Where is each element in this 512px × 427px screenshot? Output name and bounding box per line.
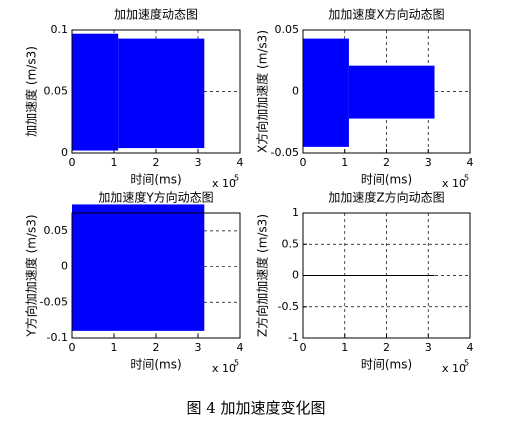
x-tick-label: 0 bbox=[300, 156, 307, 169]
axes-frame bbox=[71, 212, 241, 339]
x-axis-label: 时间(ms) bbox=[361, 358, 412, 372]
y-tick-label: 0.1 bbox=[51, 23, 69, 36]
x-axis-label: 时间(ms) bbox=[130, 358, 181, 372]
x-tick-label: 2 bbox=[383, 341, 390, 354]
y-tick-label: 0.5 bbox=[282, 237, 300, 250]
signal-band bbox=[72, 33, 119, 151]
y-tick-label: -0.05 bbox=[40, 295, 68, 308]
y-tick-label: -0.5 bbox=[278, 300, 299, 313]
axes-frame bbox=[302, 212, 471, 339]
axis-multiplier: x 10 bbox=[442, 177, 466, 190]
x-tick-label: 4 bbox=[467, 156, 474, 169]
axes-frame bbox=[302, 29, 471, 154]
x-tick-label: 2 bbox=[383, 156, 390, 169]
y-tick-label: 0.05 bbox=[275, 23, 300, 36]
x-tick-label: 1 bbox=[111, 156, 118, 169]
axis-exponent: 5 bbox=[234, 174, 239, 183]
y-tick-label: 0 bbox=[61, 146, 68, 159]
x-tick-label: 1 bbox=[111, 341, 118, 354]
y-tick-label: 0.05 bbox=[44, 224, 69, 237]
x-tick-label: 0 bbox=[300, 341, 307, 354]
signal-band bbox=[303, 38, 349, 147]
x-tick-label: 3 bbox=[425, 341, 432, 354]
axis-exponent: 5 bbox=[464, 359, 469, 368]
subplot-title: 加加速度动态图 bbox=[114, 7, 198, 22]
y-tick-label: 0 bbox=[292, 85, 299, 98]
x-tick-label: 3 bbox=[195, 341, 202, 354]
x-tick-label: 4 bbox=[237, 156, 244, 169]
signal-band bbox=[72, 204, 205, 331]
x-tick-label: 4 bbox=[467, 341, 474, 354]
x-tick-label: 1 bbox=[341, 341, 348, 354]
x-tick-label: 2 bbox=[153, 341, 160, 354]
x-tick-label: 0 bbox=[69, 156, 76, 169]
y-tick-label: -0.1 bbox=[47, 331, 68, 344]
y-tick-label: 0 bbox=[61, 260, 68, 273]
axes-frame bbox=[71, 29, 241, 154]
x-tick-label: 2 bbox=[153, 156, 160, 169]
y-axis-label: X方向加加速度 (m/s3) bbox=[255, 30, 270, 153]
y-tick-label: 1 bbox=[292, 206, 299, 219]
y-tick-label: -1 bbox=[288, 331, 299, 344]
y-axis-label: Z方向加加速度 (m/s3) bbox=[255, 214, 270, 337]
x-tick-label: 4 bbox=[237, 341, 244, 354]
axis-exponent: 5 bbox=[234, 359, 239, 368]
caption: 图 4 加加速度变化图 bbox=[186, 399, 325, 417]
subplot-title: 加加速度Z方向动态图 bbox=[328, 190, 444, 205]
y-tick-label: 0 bbox=[292, 269, 299, 282]
axis-multiplier: x 10 bbox=[442, 362, 466, 375]
x-tick-label: 1 bbox=[341, 156, 348, 169]
y-tick-label: -0.05 bbox=[271, 146, 299, 159]
subplot-title: 加加速度X方向动态图 bbox=[328, 7, 444, 22]
axis-multiplier: x 10 bbox=[212, 362, 236, 375]
x-axis-label: 时间(ms) bbox=[130, 173, 181, 187]
signal-band bbox=[118, 38, 205, 149]
y-axis-label: 加加速度 (m/s3) bbox=[24, 46, 39, 137]
x-tick-label: 3 bbox=[195, 156, 202, 169]
x-axis-label: 时间(ms) bbox=[361, 173, 412, 187]
y-tick-label: 0.05 bbox=[44, 85, 69, 98]
x-tick-label: 0 bbox=[69, 341, 76, 354]
y-axis-label: Y方向加加速度 (m/s3) bbox=[24, 214, 39, 337]
axis-multiplier: x 10 bbox=[212, 177, 236, 190]
x-tick-label: 3 bbox=[425, 156, 432, 169]
signal-band bbox=[348, 65, 435, 119]
subplot-title: 加加速度Y方向动态图 bbox=[98, 190, 213, 205]
axis-exponent: 5 bbox=[464, 174, 469, 183]
